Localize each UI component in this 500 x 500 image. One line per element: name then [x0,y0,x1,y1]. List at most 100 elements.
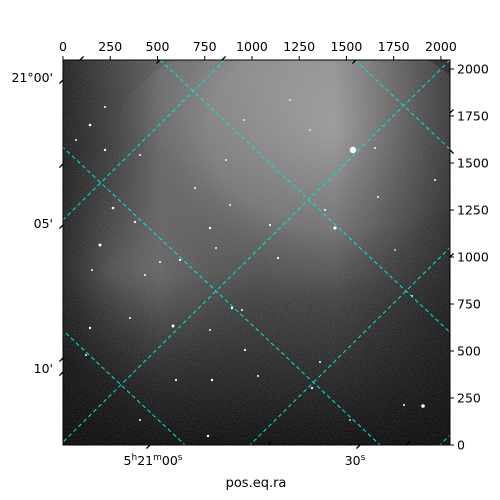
star-14 [268,223,272,227]
star-15 [333,226,337,230]
star-2 [103,148,107,152]
world-tick-6 [449,149,455,155]
star-5 [133,220,137,224]
star-47 [349,419,351,421]
star-1 [88,123,92,127]
sky-image [63,60,450,445]
world-tick-1 [58,163,64,169]
world-tick-0 [58,79,64,85]
star-25 [243,348,247,352]
star-42 [243,119,245,121]
star-19 [88,326,92,330]
star-43 [289,99,291,101]
coordinate-grid [63,60,450,445]
star-11 [178,258,182,262]
star-6 [98,243,102,247]
star-40 [225,159,227,161]
star-17 [276,256,280,260]
top-tick-label-6: 1500 [331,39,363,54]
star-37 [434,179,436,181]
world-tick-4 [58,371,64,377]
ra-tick-label-0: 5h21m00s [124,453,183,468]
grid-line-5 [63,60,450,443]
star-4 [111,206,115,210]
star-36 [377,196,379,198]
right-tick-label-2: 500 [457,344,481,359]
world-tick-12 [145,444,151,450]
right-pixel-axis: 0 250 500 750 1000 1250 1500 1750 2000 [450,62,489,453]
star-32 [421,404,425,408]
star-18 [144,274,146,276]
star-7 [91,269,93,271]
star-13 [229,204,231,206]
star-22 [230,306,234,310]
star-23 [241,309,243,311]
right-tick-label-7: 1750 [457,109,489,124]
top-pixel-axis: 0 250 500 750 1000 1250 1500 1750 2000 [59,39,457,60]
top-tick-label-2: 500 [146,39,170,54]
right-tick-label-1: 250 [457,391,481,406]
grid-line-4 [63,60,226,221]
world-tick-8 [79,55,85,61]
star-21 [171,324,175,328]
top-tick-label-5: 1250 [283,39,315,54]
top-tick-label-0: 0 [59,39,67,54]
grid-line-6 [249,246,450,445]
star-30 [257,375,259,377]
world-tick-10 [221,55,227,61]
star-35 [374,147,376,149]
right-tick-label-8: 2000 [457,62,489,77]
dec-tick-label-0: 21°00' [12,70,54,85]
star-27 [85,354,87,356]
dec-tick-label-1: 05' [34,216,53,231]
grid-line-2 [354,60,450,150]
world-tick-11 [351,59,357,65]
star-29 [210,378,214,382]
dec-tick-label-2: 10' [34,361,53,376]
star-20 [129,317,131,319]
star-field [75,99,436,438]
star-12 [159,261,161,263]
world-tick-13 [267,440,273,446]
world-tick-7 [449,252,455,258]
top-tick-label-8: 2000 [425,39,457,54]
ra-tick-labels: 5h21m00s 30s [124,453,366,468]
star-41 [75,139,77,141]
right-tick-label-5: 1250 [457,203,489,218]
right-tick-label-6: 1500 [457,156,489,171]
world-tick-3 [58,357,64,363]
star-8 [194,187,196,189]
world-tick-5 [449,108,455,114]
star-45 [309,129,311,131]
top-tick-label-4: 1000 [236,39,268,54]
x-axis-label: pos.eq.ra [226,476,287,491]
world-tick-14 [355,444,361,450]
top-tick-label-7: 1750 [378,39,410,54]
world-tick-9 [155,59,161,65]
plot-frame [62,59,451,446]
world-tick-2 [58,224,64,230]
world-coordinate-ticks [58,55,455,450]
star-26 [319,361,321,363]
star-46 [394,249,396,251]
star-44 [104,106,106,108]
grid-line-0 [63,146,381,445]
star-39 [139,419,141,421]
star-34 [206,434,210,438]
right-tick-label-3: 750 [457,297,481,312]
star-28 [174,378,178,382]
dec-tick-labels: 21°00' 05' 10' [12,70,54,376]
grid-line-1 [159,60,450,334]
right-tick-label-0: 0 [457,438,465,453]
star-10 [215,247,217,249]
star-33 [403,404,405,406]
world-tick-15 [405,440,411,446]
star-9 [208,226,212,230]
top-tick-label-3: 750 [193,39,217,54]
star-16 [324,209,326,211]
ra-tick-label-1: 30s [345,453,366,468]
star-24 [209,329,211,331]
star-3 [139,154,141,156]
top-tick-label-1: 250 [98,39,122,54]
